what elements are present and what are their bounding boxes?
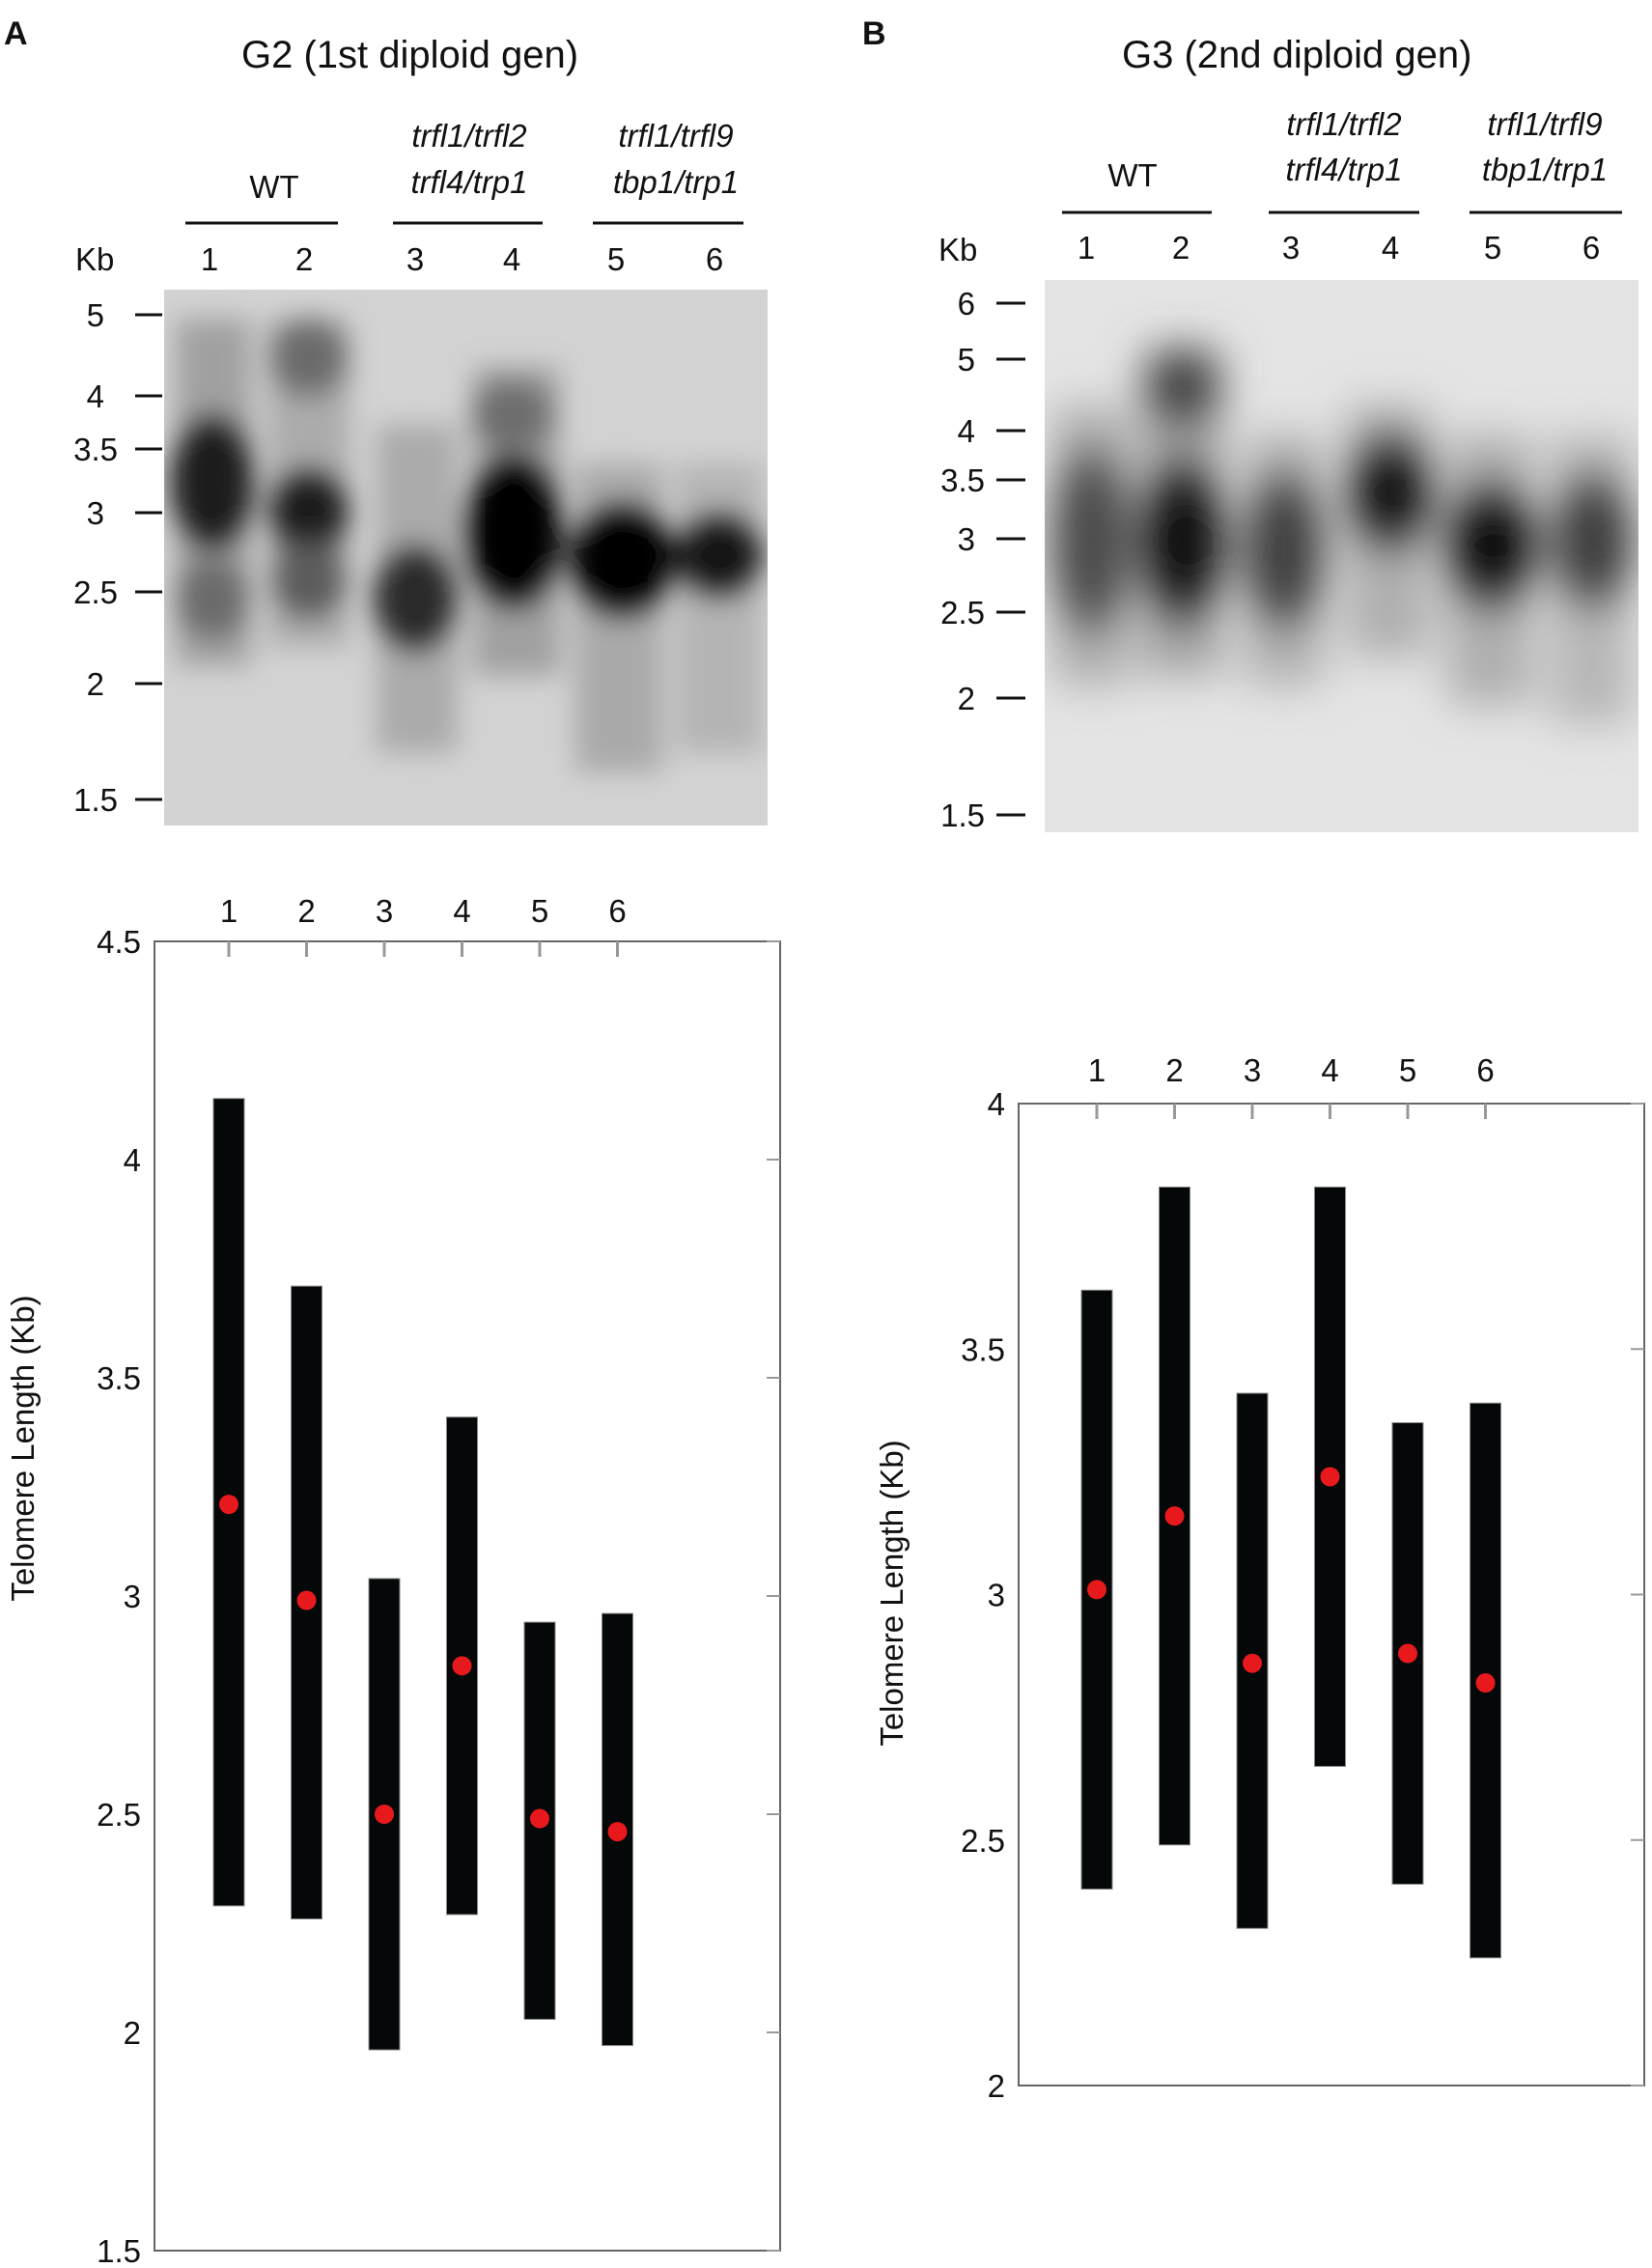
panel-b-mean-point-6	[1475, 1673, 1496, 1694]
panel-a-ytick-label-4: 3.5	[97, 1360, 141, 1396]
panel-a-title: G2 (1st diploid gen)	[241, 34, 578, 76]
panel-a-mean-point-6	[607, 1822, 628, 1842]
panel-a-ytick-label-5: 4	[124, 1142, 141, 1178]
panel-a-mean-point-1	[219, 1495, 238, 1515]
panel-b-marker-2: 2	[958, 681, 975, 716]
panel-b-lane-6: 6	[1582, 230, 1600, 266]
panel-a-ytick-label-1: 2	[124, 2015, 141, 2051]
panel-a-category-label-2: 2	[297, 893, 315, 929]
panel-a-marker-3: 3	[87, 495, 104, 531]
panel-a-group1-label: WT	[249, 169, 298, 205]
panel-a-ytick-label-3: 3	[124, 1579, 141, 1614]
panel-b-mean-point-1	[1087, 1580, 1106, 1600]
panel-b-group2-label-line1: trfl1/trfl2	[1286, 106, 1401, 142]
panel-a-group2-label-line1: trfl1/trfl2	[411, 118, 526, 154]
panel-b-range-plot: Telomere Length (Kb) 2 2.5 3 3.5 4 1 2 3 4 5 6	[874, 1052, 1645, 2104]
panel-a-category-label-6: 6	[608, 893, 626, 929]
panel-a-marker-1-5: 1.5	[73, 782, 118, 818]
panel-b-group3-label-line2: tbp1/trp1	[1482, 152, 1608, 187]
panel-b-category-label-3: 3	[1244, 1052, 1261, 1088]
panel-a-lane-2: 2	[295, 241, 313, 277]
panel-a-category-label-5: 5	[531, 893, 548, 929]
panel-b-lane-1: 1	[1078, 230, 1095, 266]
panel-a-mean-point-3	[375, 1805, 394, 1824]
panel-a-lane-4: 4	[503, 241, 520, 277]
panel-a-ytick-label-6: 4.5	[97, 924, 141, 960]
panel-a-marker-2: 2	[87, 666, 104, 702]
panel-b-group1-label: WT	[1107, 157, 1157, 193]
panel-b-category-label-5: 5	[1399, 1052, 1416, 1088]
panel-b-kb-label: Kb	[938, 232, 977, 267]
panel-b-ytick-label-3: 3.5	[961, 1331, 1005, 1367]
panel-a-category-label-4: 4	[453, 893, 470, 929]
panel-a-group3-label-line1: trfl1/trfl9	[618, 118, 733, 154]
panel-b-mean-point-5	[1398, 1643, 1417, 1664]
panel-b-lane-4: 4	[1382, 230, 1399, 266]
panel-a-marker-2-5: 2.5	[73, 574, 118, 610]
panel-a-marker-3-5: 3.5	[73, 432, 118, 467]
panel-b-marker-6: 6	[958, 286, 975, 322]
panel-b-marker-5: 5	[958, 342, 975, 378]
panel-b-marker-3-5: 3.5	[940, 462, 985, 498]
panel-b-title: G3 (2nd diploid gen)	[1122, 34, 1471, 76]
panel-a-lane-1: 1	[201, 241, 218, 277]
panel-a-lane-5: 5	[607, 241, 625, 277]
panel-b-ytick-label-0: 2	[988, 2068, 1005, 2104]
panel-b-lane-5: 5	[1484, 230, 1501, 266]
panel-b-category-label-1: 1	[1088, 1052, 1106, 1088]
panel-a-marker-5: 5	[87, 297, 104, 333]
panel-a-category-label-1: 1	[220, 893, 238, 929]
panel-a-mean-point-5	[530, 1808, 549, 1829]
panel-b-lane-2: 2	[1172, 230, 1190, 266]
panel-a-ylabel: Telomere Length (Kb)	[5, 1295, 41, 1601]
panel-b-marker-1-5: 1.5	[940, 798, 985, 833]
panel-b-group3-label-line1: trfl1/trfl9	[1487, 106, 1602, 142]
panel-b-category-label-6: 6	[1476, 1052, 1494, 1088]
panel-a-lane-6: 6	[706, 241, 723, 277]
panel-b-lane-3: 3	[1282, 230, 1300, 266]
panel-a-range-plot: Telomere Length (Kb) 1.5 2 2.5 3 3.5 4 4.5 1 2 3 4…	[5, 893, 781, 2268]
panel-a-category-label-3: 3	[376, 893, 393, 929]
panel-a-group3-label-line2: tbp1/trp1	[613, 164, 739, 200]
panel-a-mean-point-2	[296, 1590, 317, 1610]
panel-a-letter: A	[4, 15, 28, 52]
panel-a-kb-label: Kb	[75, 241, 114, 277]
panel-b-marker-4: 4	[958, 413, 975, 449]
panel-b-marker-2-5: 2.5	[940, 595, 985, 630]
panel-b-ytick-label-4: 4	[988, 1086, 1005, 1122]
panel-b-ytick-label-1: 2.5	[961, 1823, 1005, 1859]
panel-b-mean-point-2	[1164, 1506, 1185, 1526]
panel-b-ylabel: Telomere Length (Kb)	[874, 1440, 910, 1746]
panel-a-ytick-label-2: 2.5	[97, 1797, 141, 1833]
panel-b-ytick-label-2: 3	[988, 1578, 1005, 1613]
panel-b-marker-3: 3	[958, 521, 975, 557]
panel-a-marker-4: 4	[87, 378, 104, 414]
panel-a-group2-label-line2: trfl4/trp1	[410, 164, 527, 200]
panel-a-ytick-label-0: 1.5	[97, 2233, 141, 2268]
panel-b-category-label-2: 2	[1165, 1052, 1183, 1088]
panel-b-blot-image	[1045, 280, 1638, 832]
panel-b-mean-point-4	[1320, 1467, 1340, 1487]
panel-a-lane-3: 3	[406, 241, 424, 277]
panel-b-category-label-4: 4	[1321, 1052, 1338, 1088]
panel-b-group2-label-line2: trfl4/trp1	[1285, 152, 1402, 187]
panel-a-mean-point-4	[452, 1656, 472, 1676]
panel-b-letter: B	[862, 15, 886, 52]
panel-b-mean-point-3	[1243, 1653, 1262, 1673]
panel-a-blot-image	[164, 290, 768, 826]
